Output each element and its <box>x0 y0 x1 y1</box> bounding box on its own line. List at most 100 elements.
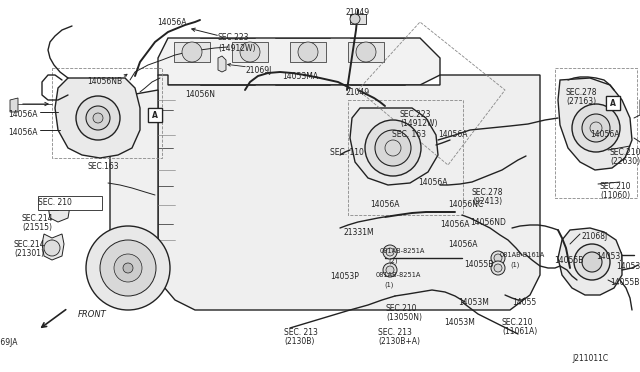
Bar <box>148 108 162 122</box>
Text: SEC. 213: SEC. 213 <box>378 328 412 337</box>
Text: SEC.223: SEC.223 <box>400 110 431 119</box>
Text: 081AB-B161A: 081AB-B161A <box>500 252 545 258</box>
Text: SEC.210: SEC.210 <box>600 182 632 191</box>
Text: 14056A: 14056A <box>157 18 187 27</box>
Text: 21069J: 21069J <box>246 66 273 75</box>
Text: A: A <box>610 99 616 108</box>
Bar <box>348 42 384 62</box>
Text: 14056A: 14056A <box>370 200 399 209</box>
Polygon shape <box>55 78 140 158</box>
Circle shape <box>350 14 360 24</box>
Text: SEC.214: SEC.214 <box>14 240 45 249</box>
Bar <box>148 108 162 122</box>
Text: (1): (1) <box>510 262 520 269</box>
Circle shape <box>491 251 505 265</box>
Text: 21069JA: 21069JA <box>0 338 18 347</box>
Text: SEC.278: SEC.278 <box>472 188 504 197</box>
Polygon shape <box>558 78 632 170</box>
Text: SEC. 210: SEC. 210 <box>38 198 72 207</box>
Text: 14056NC: 14056NC <box>448 200 483 209</box>
Polygon shape <box>350 108 438 185</box>
Polygon shape <box>158 75 540 310</box>
Text: 14056A: 14056A <box>590 130 620 139</box>
Bar <box>290 42 326 62</box>
Text: A: A <box>610 99 616 108</box>
Text: 14056ND: 14056ND <box>470 218 506 227</box>
Circle shape <box>44 240 60 256</box>
Circle shape <box>86 106 110 130</box>
Circle shape <box>386 266 394 274</box>
Text: 21331M: 21331M <box>344 228 374 237</box>
Polygon shape <box>158 38 440 85</box>
Text: A: A <box>152 110 158 119</box>
Circle shape <box>182 42 202 62</box>
Circle shape <box>365 120 421 176</box>
Text: 14056A: 14056A <box>438 130 467 139</box>
Circle shape <box>582 252 602 272</box>
Bar <box>38 196 102 210</box>
Text: SEC.163: SEC.163 <box>88 162 120 171</box>
Text: (13050N): (13050N) <box>386 313 422 322</box>
Text: (14912W): (14912W) <box>400 119 438 128</box>
Text: (2130B+A): (2130B+A) <box>378 337 420 346</box>
Text: J211011C: J211011C <box>572 354 608 363</box>
Text: 14055: 14055 <box>512 298 536 307</box>
Circle shape <box>491 261 505 275</box>
Circle shape <box>572 104 620 152</box>
Text: (22630): (22630) <box>610 157 640 166</box>
Text: 21068J: 21068J <box>582 232 608 241</box>
Bar <box>174 42 210 62</box>
Circle shape <box>114 254 142 282</box>
Circle shape <box>383 245 397 259</box>
Text: (1): (1) <box>384 282 394 289</box>
Circle shape <box>356 42 376 62</box>
Circle shape <box>123 263 133 273</box>
Text: (92413): (92413) <box>472 197 502 206</box>
Circle shape <box>86 226 170 310</box>
Polygon shape <box>558 228 622 295</box>
Bar <box>606 96 620 110</box>
Text: 14056A: 14056A <box>8 128 38 137</box>
Bar <box>348 100 463 215</box>
Circle shape <box>582 114 610 142</box>
Text: 14055B: 14055B <box>610 278 639 287</box>
Text: (11061A): (11061A) <box>502 327 537 336</box>
Text: 081AB-8251A: 081AB-8251A <box>376 272 421 278</box>
Text: 14053J: 14053J <box>596 252 623 261</box>
Text: 21049: 21049 <box>346 8 370 17</box>
Text: SEC. 163: SEC. 163 <box>392 130 426 139</box>
Polygon shape <box>48 198 70 222</box>
Bar <box>350 14 366 24</box>
Circle shape <box>76 96 120 140</box>
Text: SEC. 213: SEC. 213 <box>284 328 318 337</box>
Text: 14053MA: 14053MA <box>282 72 318 81</box>
Text: SEC.210: SEC.210 <box>502 318 534 327</box>
Text: 14056A: 14056A <box>418 178 447 187</box>
Circle shape <box>375 130 411 166</box>
Text: (21301): (21301) <box>14 249 44 258</box>
Text: 14056NB: 14056NB <box>87 77 122 86</box>
Polygon shape <box>42 234 64 260</box>
Bar <box>555 68 637 198</box>
Bar <box>606 96 620 110</box>
Circle shape <box>298 42 318 62</box>
Text: (2): (2) <box>388 258 397 264</box>
Text: 14053M: 14053M <box>444 318 475 327</box>
Text: 14053P: 14053P <box>330 272 359 281</box>
Circle shape <box>240 42 260 62</box>
Circle shape <box>386 248 394 256</box>
Text: SEC. 110: SEC. 110 <box>330 148 364 157</box>
Text: SEC.210: SEC.210 <box>386 304 417 313</box>
Text: 14055B: 14055B <box>464 260 493 269</box>
Polygon shape <box>110 90 158 280</box>
Text: 14056A: 14056A <box>448 240 477 249</box>
Text: (11060): (11060) <box>600 191 630 200</box>
Text: SEC.214: SEC.214 <box>22 214 54 223</box>
Text: 21049: 21049 <box>346 88 370 97</box>
Text: (2130B): (2130B) <box>284 337 314 346</box>
Text: 081AB-8251A: 081AB-8251A <box>380 248 426 254</box>
Bar <box>232 42 268 62</box>
Circle shape <box>494 254 502 262</box>
Bar <box>52 68 162 158</box>
Text: (14912W): (14912W) <box>218 44 255 53</box>
